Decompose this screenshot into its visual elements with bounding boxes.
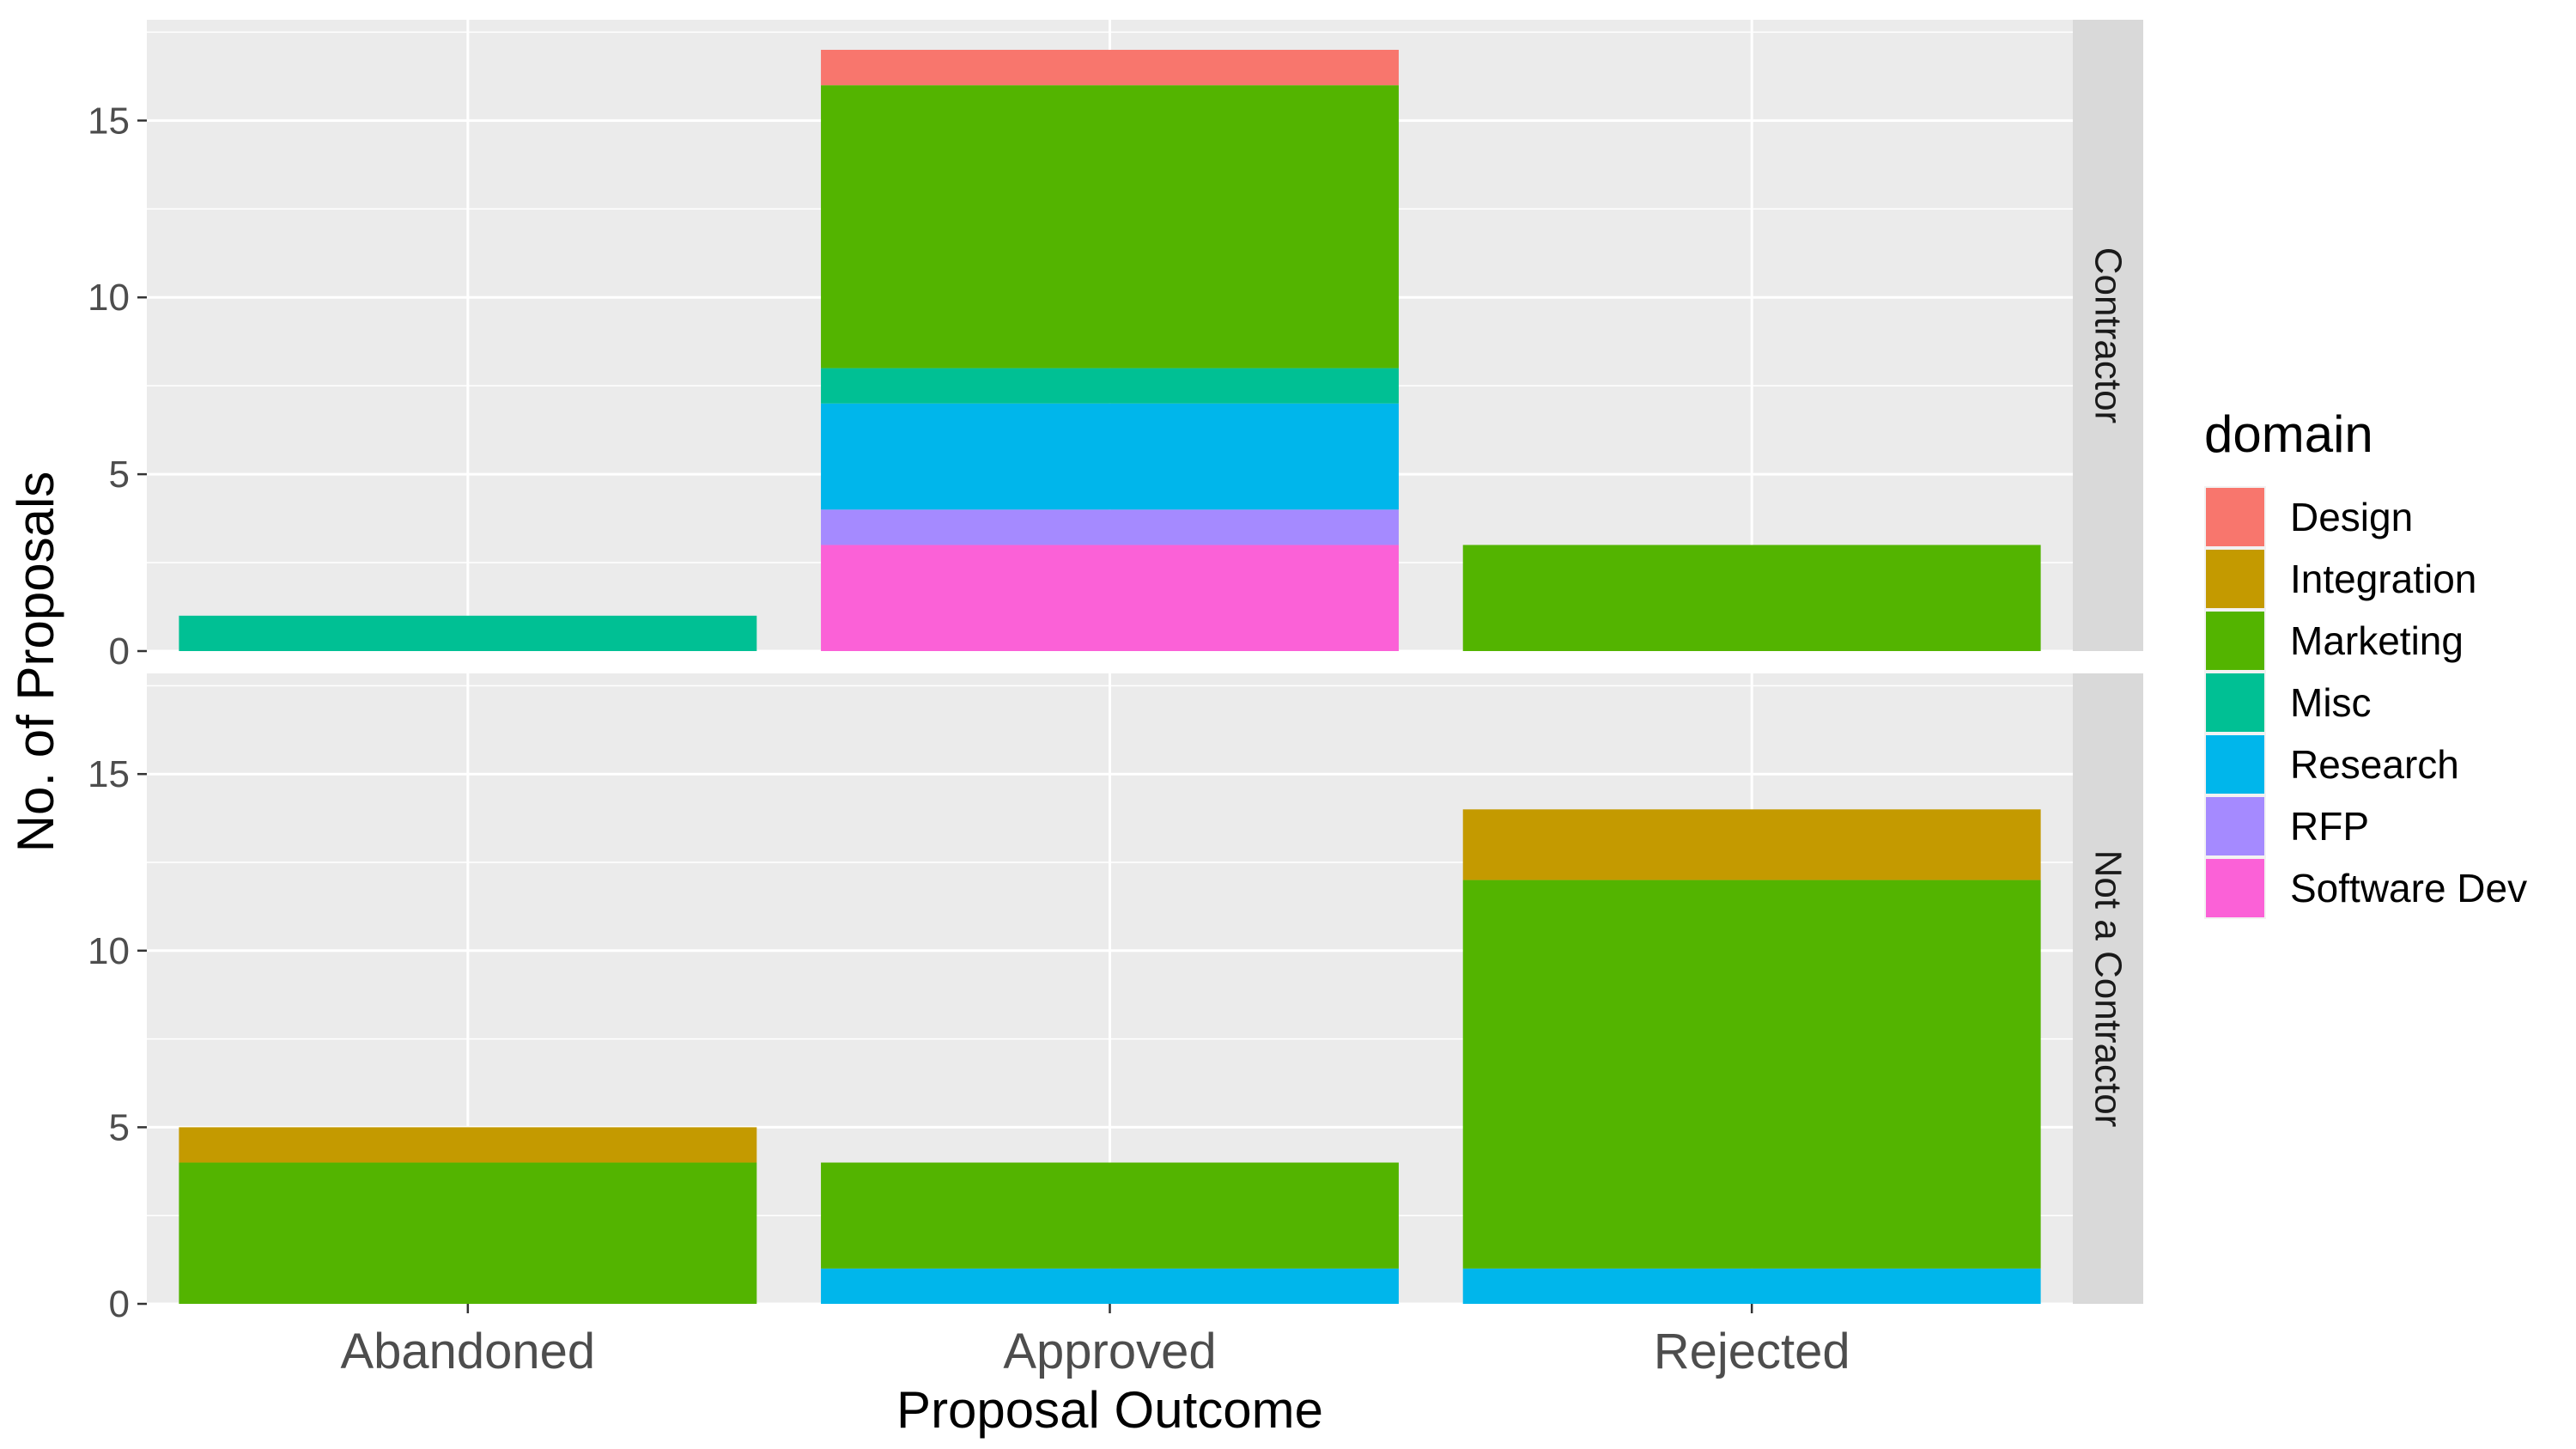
bar-segment <box>179 1162 757 1304</box>
y-tick-label: 5 <box>109 1106 130 1148</box>
y-tick-label: 10 <box>88 277 130 319</box>
facet-strip <box>2073 673 2143 1304</box>
x-tick-label: Approved <box>1003 1324 1216 1379</box>
facet-strip <box>2073 20 2143 651</box>
legend-swatch <box>2206 735 2264 794</box>
x-axis-title: Proposal Outcome <box>896 1381 1323 1439</box>
legend-item-label: RFP <box>2290 804 2369 849</box>
legend-item-label: Misc <box>2290 680 2372 725</box>
legend-swatch <box>2206 859 2264 917</box>
legend-title: domain <box>2204 405 2373 463</box>
bar-segment <box>821 403 1399 510</box>
y-axis-title: No. of Proposals <box>7 472 64 853</box>
legend-swatch <box>2206 797 2264 855</box>
bar-segment <box>179 1127 757 1163</box>
bar-segment <box>1462 809 2041 880</box>
legend-item-label: Research <box>2290 742 2459 787</box>
legend-item-label: Design <box>2290 495 2413 539</box>
legend-swatch <box>2206 550 2264 608</box>
bar-segment <box>821 85 1399 368</box>
legend-swatch <box>2206 612 2264 670</box>
y-tick-label: 15 <box>88 100 130 142</box>
legend-item-label: Software Dev <box>2290 866 2527 910</box>
bar-segment <box>1462 880 2041 1269</box>
bar-segment <box>821 1162 1399 1269</box>
facet-strip-label: Not a Contractor <box>2087 850 2129 1128</box>
facet-strip-label: Contractor <box>2087 247 2129 423</box>
y-tick-label: 10 <box>88 930 130 972</box>
y-tick-label: 15 <box>88 753 130 795</box>
bar-segment <box>1462 1268 2041 1304</box>
legend-item-label: Integration <box>2290 557 2476 601</box>
bar-segment <box>821 50 1399 86</box>
y-tick-label: 0 <box>109 1283 130 1325</box>
x-tick-label: Rejected <box>1654 1324 1850 1379</box>
bar-segment <box>821 1268 1399 1304</box>
bar-segment <box>821 545 1399 651</box>
legend-swatch <box>2206 488 2264 546</box>
bar-segment <box>821 368 1399 404</box>
bar-segment <box>821 509 1399 545</box>
y-tick-label: 5 <box>109 454 130 496</box>
x-tick-label: Abandoned <box>340 1324 595 1379</box>
bar-segment <box>1462 545 2041 651</box>
legend-swatch <box>2206 673 2264 732</box>
legend-item-label: Marketing <box>2290 618 2464 663</box>
y-tick-label: 0 <box>109 630 130 673</box>
bar-segment <box>179 615 757 651</box>
